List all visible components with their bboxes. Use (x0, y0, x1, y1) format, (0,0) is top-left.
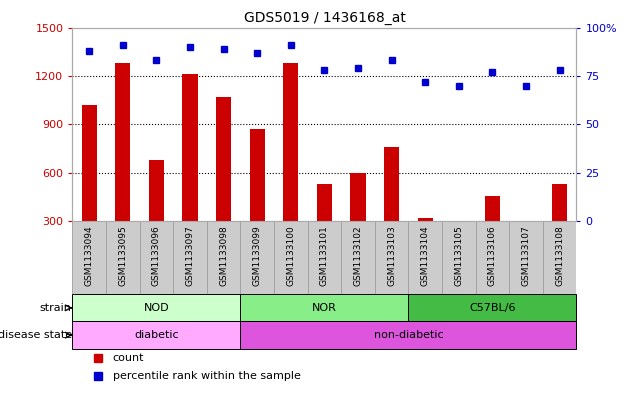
Bar (408, 294, 576, 321)
Bar (350, 173, 365, 270)
Bar (341, 222, 375, 294)
Title: GDS5019 / 1436168_at: GDS5019 / 1436168_at (244, 11, 405, 25)
Bar (72, 222, 106, 294)
Bar (552, 184, 567, 270)
Bar (241, 321, 576, 349)
Text: percentile rank within the sample: percentile rank within the sample (113, 371, 301, 381)
Bar (518, 223, 534, 270)
Bar (82, 105, 97, 270)
Text: GSM1133107: GSM1133107 (522, 225, 530, 286)
Bar (476, 222, 509, 294)
Bar (216, 97, 231, 270)
Bar (284, 63, 299, 270)
Text: NOD: NOD (144, 303, 169, 313)
Bar (106, 222, 140, 294)
Text: GSM1133106: GSM1133106 (488, 225, 497, 286)
Text: GSM1133100: GSM1133100 (287, 225, 295, 286)
Bar (207, 222, 241, 294)
Bar (115, 63, 130, 270)
Text: count: count (113, 353, 144, 363)
Text: GSM1133096: GSM1133096 (152, 225, 161, 286)
Bar (384, 147, 399, 270)
Bar (408, 222, 442, 294)
Bar (485, 196, 500, 270)
Bar (451, 223, 466, 270)
Bar (375, 222, 408, 294)
Bar (274, 222, 307, 294)
Text: GSM1133094: GSM1133094 (85, 225, 94, 286)
Text: diabetic: diabetic (134, 330, 179, 340)
Text: GSM1133103: GSM1133103 (387, 225, 396, 286)
Bar (183, 74, 198, 270)
Text: GSM1133104: GSM1133104 (421, 225, 430, 286)
Bar (149, 160, 164, 270)
Bar (418, 218, 433, 270)
Bar (307, 222, 341, 294)
Bar (140, 222, 173, 294)
Text: GSM1133095: GSM1133095 (118, 225, 127, 286)
Bar (509, 222, 543, 294)
Text: GSM1133108: GSM1133108 (555, 225, 564, 286)
Text: GSM1133102: GSM1133102 (353, 225, 362, 286)
Text: GSM1133101: GSM1133101 (320, 225, 329, 286)
Text: non-diabetic: non-diabetic (374, 330, 444, 340)
Bar (442, 222, 476, 294)
Bar (241, 294, 408, 321)
Text: C57BL/6: C57BL/6 (469, 303, 516, 313)
Text: disease state: disease state (0, 330, 72, 340)
Bar (72, 321, 241, 349)
Text: NOR: NOR (312, 303, 337, 313)
Text: strain: strain (40, 303, 72, 313)
Bar (249, 129, 265, 270)
Text: GSM1133098: GSM1133098 (219, 225, 228, 286)
Text: GSM1133105: GSM1133105 (454, 225, 463, 286)
Bar (317, 184, 332, 270)
Bar (72, 294, 241, 321)
Bar (241, 222, 274, 294)
Bar (173, 222, 207, 294)
Bar (543, 222, 576, 294)
Text: GSM1133097: GSM1133097 (186, 225, 195, 286)
Text: GSM1133099: GSM1133099 (253, 225, 261, 286)
